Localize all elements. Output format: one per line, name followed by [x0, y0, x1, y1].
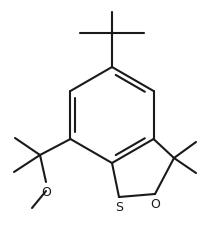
Text: O: O: [150, 198, 160, 211]
Text: S: S: [115, 201, 123, 214]
Text: O: O: [41, 186, 51, 199]
